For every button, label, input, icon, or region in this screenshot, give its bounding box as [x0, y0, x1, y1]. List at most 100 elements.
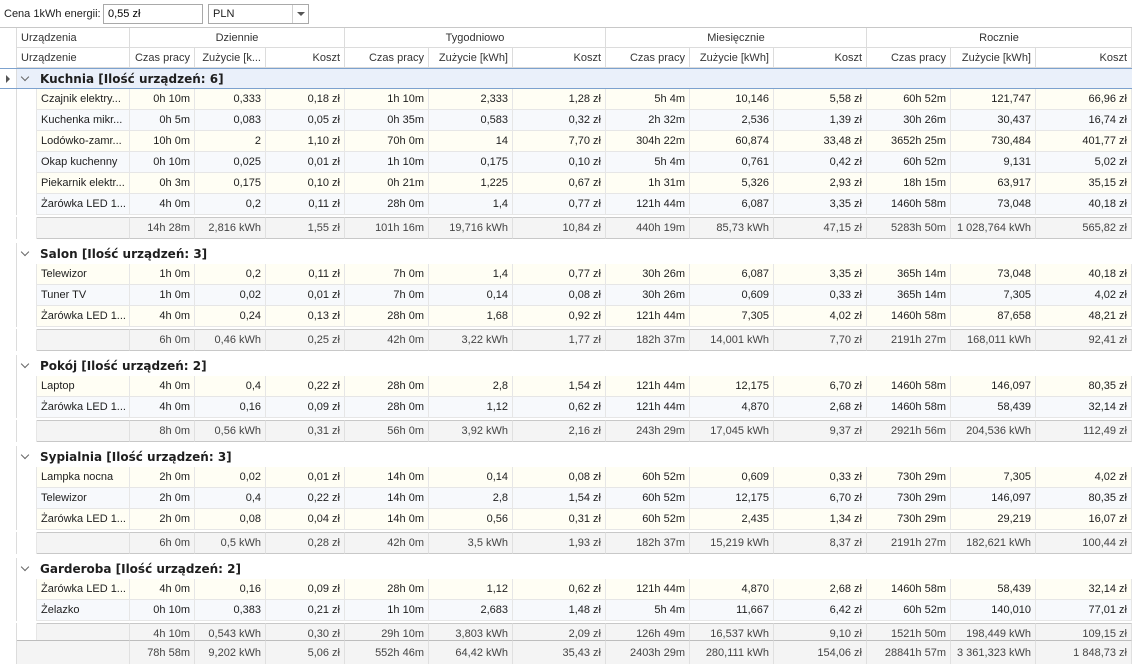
- table-cell[interactable]: 29,219: [951, 509, 1036, 530]
- table-cell[interactable]: 33,48 zł: [774, 131, 867, 152]
- group-collapse-button[interactable]: [20, 446, 30, 467]
- table-cell[interactable]: 4,02 zł: [1036, 285, 1132, 306]
- table-cell[interactable]: 6,087: [690, 194, 774, 215]
- table-cell[interactable]: 63,917: [951, 173, 1036, 194]
- column-header-cost[interactable]: Koszt: [266, 48, 345, 68]
- table-cell[interactable]: 0,14: [429, 467, 513, 488]
- table-cell[interactable]: 14h 0m: [345, 467, 429, 488]
- table-cell[interactable]: 146,097: [951, 376, 1036, 397]
- group-collapse-button[interactable]: [20, 243, 30, 264]
- table-cell[interactable]: 2,333: [429, 89, 513, 110]
- table-cell[interactable]: 1,4: [429, 264, 513, 285]
- table-cell[interactable]: 730h 29m: [867, 467, 951, 488]
- table-cell[interactable]: 5h 4m: [606, 600, 690, 621]
- table-cell[interactable]: 70h 0m: [345, 131, 429, 152]
- table-cell[interactable]: 2: [195, 131, 266, 152]
- table-cell[interactable]: 1h 31m: [606, 173, 690, 194]
- currency-select[interactable]: PLN: [208, 4, 309, 24]
- table-cell[interactable]: 0,62 zł: [513, 579, 606, 600]
- table-cell[interactable]: 0,22 zł: [266, 376, 345, 397]
- device-name-cell[interactable]: Telewizor: [37, 264, 130, 285]
- table-cell[interactable]: 0h 10m: [130, 600, 195, 621]
- table-cell[interactable]: 16,74 zł: [1036, 110, 1132, 131]
- table-cell[interactable]: 121h 44m: [606, 579, 690, 600]
- table-cell[interactable]: 0,42 zł: [774, 152, 867, 173]
- table-cell[interactable]: 73,048: [951, 264, 1036, 285]
- table-cell[interactable]: 5,02 zł: [1036, 152, 1132, 173]
- table-cell[interactable]: 0,01 zł: [266, 467, 345, 488]
- table-cell[interactable]: 1,39 zł: [774, 110, 867, 131]
- table-cell[interactable]: 0,08: [195, 509, 266, 530]
- table-cell[interactable]: 0,77 zł: [513, 194, 606, 215]
- table-cell[interactable]: 0,33 zł: [774, 467, 867, 488]
- table-cell[interactable]: 4,02 zł: [774, 306, 867, 327]
- table-cell[interactable]: 0,56: [429, 509, 513, 530]
- table-cell[interactable]: 0,175: [429, 152, 513, 173]
- table-cell[interactable]: 0h 5m: [130, 110, 195, 131]
- table-cell[interactable]: 2,68 zł: [774, 579, 867, 600]
- table-cell[interactable]: 0,08 zł: [513, 467, 606, 488]
- device-name-cell[interactable]: Laptop: [37, 376, 130, 397]
- table-cell[interactable]: 0,761: [690, 152, 774, 173]
- table-cell[interactable]: 0h 3m: [130, 173, 195, 194]
- table-cell[interactable]: 0,2: [195, 194, 266, 215]
- table-cell[interactable]: 28h 0m: [345, 194, 429, 215]
- table-cell[interactable]: 10,146: [690, 89, 774, 110]
- table-cell[interactable]: 0,13 zł: [266, 306, 345, 327]
- table-cell[interactable]: 10h 0m: [130, 131, 195, 152]
- table-cell[interactable]: 40,18 zł: [1036, 194, 1132, 215]
- device-name-cell[interactable]: Telewizor: [37, 488, 130, 509]
- table-cell[interactable]: 0,10 zł: [266, 173, 345, 194]
- column-header-usage-short[interactable]: Zużycie [k...: [195, 48, 266, 68]
- table-cell[interactable]: 0,01 zł: [266, 285, 345, 306]
- table-cell[interactable]: 32,14 zł: [1036, 397, 1132, 418]
- table-cell[interactable]: 0,02: [195, 285, 266, 306]
- table-cell[interactable]: 11,667: [690, 600, 774, 621]
- table-cell[interactable]: 7h 0m: [345, 264, 429, 285]
- table-cell[interactable]: 1,10 zł: [266, 131, 345, 152]
- table-cell[interactable]: 2h 32m: [606, 110, 690, 131]
- table-cell[interactable]: 1h 10m: [345, 89, 429, 110]
- table-cell[interactable]: 0,16: [195, 579, 266, 600]
- table-cell[interactable]: 0,11 zł: [266, 264, 345, 285]
- table-cell[interactable]: 1,225: [429, 173, 513, 194]
- table-cell[interactable]: 0,22 zł: [266, 488, 345, 509]
- table-cell[interactable]: 0,609: [690, 467, 774, 488]
- table-cell[interactable]: 4h 0m: [130, 376, 195, 397]
- table-cell[interactable]: 4,870: [690, 579, 774, 600]
- table-cell[interactable]: 58,439: [951, 397, 1036, 418]
- table-cell[interactable]: 6,70 zł: [774, 376, 867, 397]
- column-header-cost[interactable]: Koszt: [1036, 48, 1132, 68]
- table-cell[interactable]: 30h 26m: [867, 110, 951, 131]
- group-collapse-button[interactable]: [20, 558, 30, 579]
- group-collapse-button[interactable]: [20, 355, 30, 376]
- table-cell[interactable]: 30h 26m: [606, 285, 690, 306]
- table-cell[interactable]: 1,54 zł: [513, 376, 606, 397]
- table-cell[interactable]: 77,01 zł: [1036, 600, 1132, 621]
- table-cell[interactable]: 4,02 zł: [1036, 467, 1132, 488]
- device-name-cell[interactable]: Czajnik elektry...: [37, 89, 130, 110]
- table-cell[interactable]: 0,09 zł: [266, 397, 345, 418]
- table-cell[interactable]: 1,48 zł: [513, 600, 606, 621]
- table-cell[interactable]: 0,67 zł: [513, 173, 606, 194]
- table-cell[interactable]: 5,58 zł: [774, 89, 867, 110]
- table-cell[interactable]: 0,33 zł: [774, 285, 867, 306]
- table-cell[interactable]: 0,583: [429, 110, 513, 131]
- table-cell[interactable]: 730h 29m: [867, 509, 951, 530]
- table-cell[interactable]: 16,07 zł: [1036, 509, 1132, 530]
- table-cell[interactable]: 87,658: [951, 306, 1036, 327]
- column-header-cost[interactable]: Koszt: [774, 48, 867, 68]
- table-cell[interactable]: 66,96 zł: [1036, 89, 1132, 110]
- device-name-cell[interactable]: Kuchenka mikr...: [37, 110, 130, 131]
- table-cell[interactable]: 32,14 zł: [1036, 579, 1132, 600]
- table-cell[interactable]: 60h 52m: [606, 467, 690, 488]
- table-cell[interactable]: 0,4: [195, 376, 266, 397]
- table-cell[interactable]: 7,305: [690, 306, 774, 327]
- table-cell[interactable]: 1h 0m: [130, 264, 195, 285]
- device-name-cell[interactable]: Okap kuchenny: [37, 152, 130, 173]
- price-input[interactable]: [103, 4, 203, 24]
- table-cell[interactable]: 2,68 zł: [774, 397, 867, 418]
- table-cell[interactable]: 0,21 zł: [266, 600, 345, 621]
- table-cell[interactable]: 2,536: [690, 110, 774, 131]
- device-name-cell[interactable]: Lodówko-zamr...: [37, 131, 130, 152]
